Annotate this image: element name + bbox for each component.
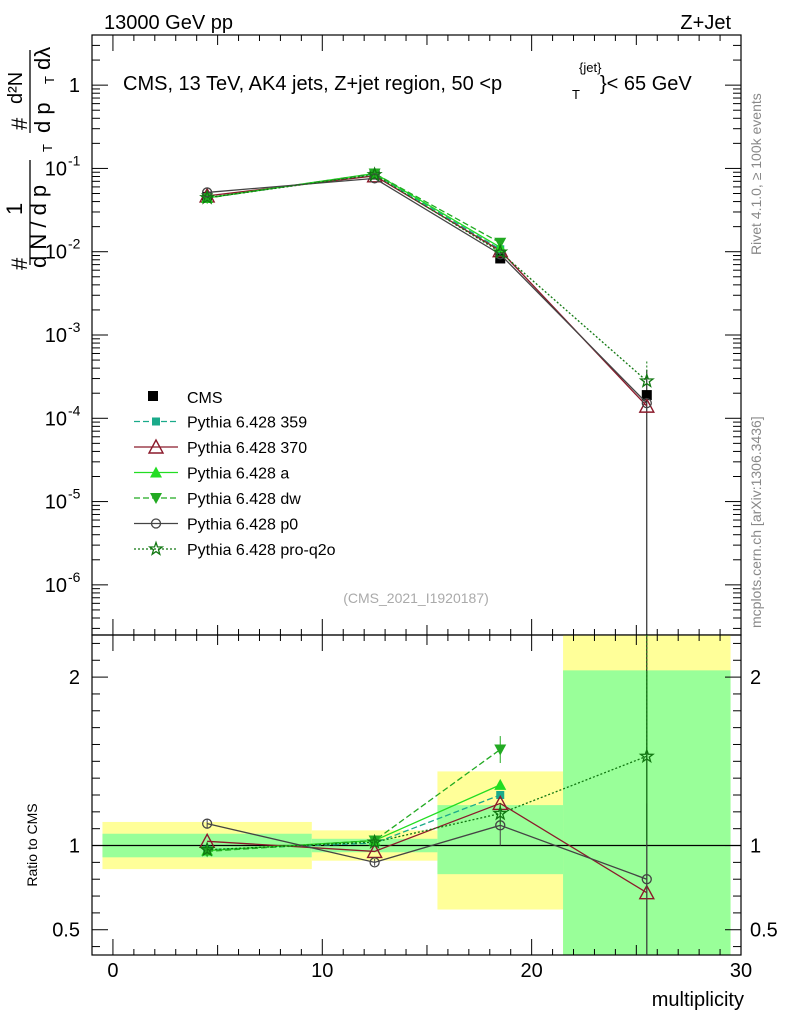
x-tick-label: 0 xyxy=(107,960,118,982)
y-label-dp-sub: T xyxy=(42,76,57,84)
y-tick-label-exponent: -5 xyxy=(68,486,81,502)
legend-label-2: Pythia 6.428 a xyxy=(187,466,289,483)
ratio-y-tick-label: 1 xyxy=(69,836,80,858)
series-4-marker xyxy=(369,173,380,184)
series-3-line xyxy=(207,172,501,244)
y-label-dp: d p xyxy=(30,102,55,133)
series-5-ratio-marker xyxy=(199,841,216,857)
ratio-y-tick-label-right: 2 xyxy=(750,667,761,689)
series-5-ratio-marker xyxy=(492,805,509,821)
y-tick-label: 10 xyxy=(45,242,67,264)
y-tick-label: 10 xyxy=(45,492,67,514)
legend: CMS Pythia 6.428 359 Pythia 6.428 370 Pythi… xyxy=(134,390,336,559)
y-tick-label: 10 xyxy=(45,408,67,430)
series-4-marker xyxy=(495,249,506,260)
y-label-one: 1 xyxy=(2,203,27,215)
legend-marker-0 xyxy=(152,417,160,426)
legend-label-3: Pythia 6.428 dw xyxy=(187,491,301,508)
series-2-line xyxy=(207,172,501,248)
series-3-ratio-marker xyxy=(494,744,507,756)
x-axis-label: multiplicity xyxy=(652,989,744,1011)
series-4-ratio-line xyxy=(206,822,648,880)
rivet-label: Rivet 4.1.0, ≥ 100k events xyxy=(748,93,764,255)
y-label-numerator: d²N xyxy=(5,72,27,104)
analysis-watermark: (CMS_2021_I1920187) xyxy=(343,590,489,606)
x-tick-label: 30 xyxy=(730,960,752,982)
y-tick-label-exponent: -2 xyxy=(68,236,81,252)
header-right: Z+Jet xyxy=(680,12,731,34)
chart-title-end: }< 65 GeV xyxy=(600,73,692,95)
mcplots-label: mcplots.cern.ch [arXiv:1306.3436] xyxy=(748,416,764,628)
y-tick-label-exponent: -4 xyxy=(68,402,81,418)
legend-marker-5 xyxy=(147,540,165,556)
legend-label-1: Pythia 6.428 370 xyxy=(187,440,307,457)
data-point xyxy=(641,390,652,401)
legend-marker-3 xyxy=(150,493,162,504)
y-tick-label: 10 xyxy=(45,575,67,597)
legend-label-0: Pythia 6.428 359 xyxy=(187,415,307,432)
chart-title-subscript: T xyxy=(572,87,580,102)
legend-marker-2 xyxy=(150,466,162,478)
series-2-ratio-marker xyxy=(494,778,507,790)
series-4-ratio-marker xyxy=(201,818,213,829)
series-4-ratio-marker xyxy=(641,874,652,885)
chart-title: CMS, 13 TeV, AK4 jets, Z+jet region, 50 … xyxy=(123,73,502,95)
y-tick-label-exponent: -3 xyxy=(68,319,81,335)
y-tick-label: 1 xyxy=(69,75,80,97)
series-5-marker xyxy=(492,243,509,259)
y-label-hash: # xyxy=(7,257,32,270)
y-tick-label-exponent: -1 xyxy=(68,152,81,168)
y-tick-label: 10 xyxy=(45,158,67,180)
series-5-marker xyxy=(199,189,216,205)
ratio-y-label: Ratio to CMS xyxy=(24,803,40,886)
series-4-marker xyxy=(641,397,652,409)
series-3-marker xyxy=(494,237,507,249)
series-0-line xyxy=(207,173,501,250)
legend-marker-cms xyxy=(148,391,158,401)
legend-marker-1 xyxy=(147,438,165,454)
y-label-denominator-sub: T xyxy=(40,144,55,152)
series-5-marker xyxy=(638,372,655,388)
y-label-denominator: d N / d p xyxy=(26,185,51,268)
series-4-marker xyxy=(201,187,213,198)
ratio-y-tick-label-right: 1 xyxy=(750,836,761,858)
header-left: 13000 GeV pp xyxy=(104,12,233,34)
series-5-ratio-marker xyxy=(638,747,655,764)
y-label-dlambda: dλ xyxy=(30,47,55,70)
legend-marker-4 xyxy=(150,518,162,529)
legend-label-cms: CMS xyxy=(187,390,223,407)
y-tick-label: 10 xyxy=(45,325,67,347)
series-5-ratio-marker xyxy=(366,833,383,850)
series-5-line xyxy=(207,174,648,382)
y-label-hash: # xyxy=(7,117,32,130)
legend-label-5: Pythia 6.428 pro-q2o xyxy=(187,542,336,559)
ratio-y-tick-label-right: 0.5 xyxy=(750,920,778,942)
series-5-ratio-line xyxy=(207,755,648,851)
series-4-line xyxy=(207,177,648,404)
series-5-marker xyxy=(366,166,383,182)
x-tick-label: 10 xyxy=(311,960,333,982)
legend-label-4: Pythia 6.428 p0 xyxy=(187,517,298,534)
y-tick-label-exponent: -6 xyxy=(68,569,81,585)
ratio-y-tick-label: 2 xyxy=(69,667,80,689)
chart-title-superscript: {jet} xyxy=(579,60,602,75)
x-tick-label: 20 xyxy=(521,960,543,982)
ratio-y-tick-label: 0.5 xyxy=(52,920,80,942)
series-4-ratio-marker xyxy=(369,857,380,868)
ratio-panel: 2 2 1 1 0.5 0.5 xyxy=(52,634,778,956)
